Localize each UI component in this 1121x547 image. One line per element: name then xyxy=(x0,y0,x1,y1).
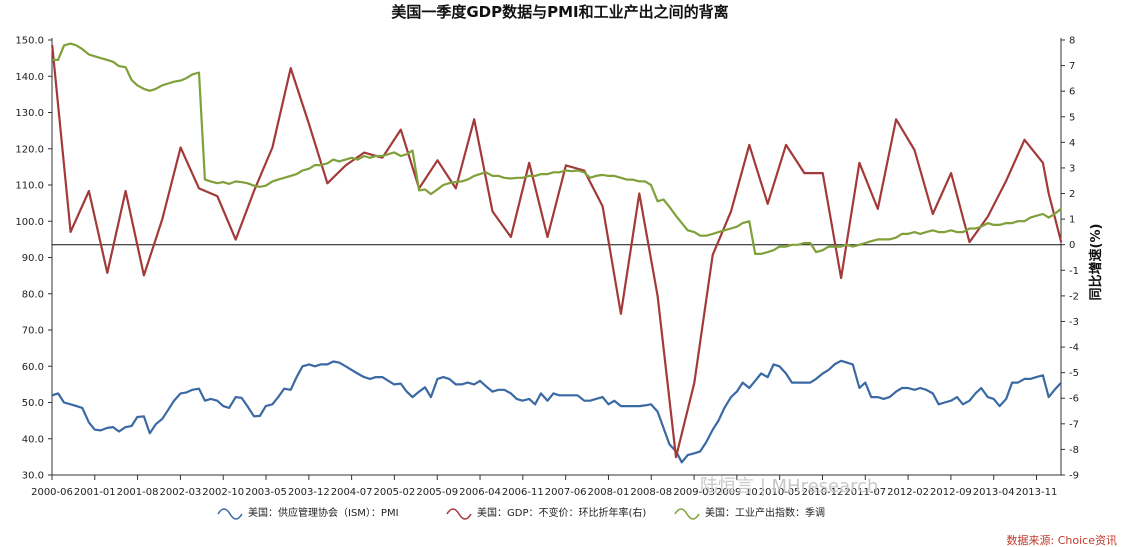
x-tick-label: 2002-10 xyxy=(202,487,244,498)
right-tick-label: -3 xyxy=(1069,317,1079,328)
right-axis-label: 同比增速(%) xyxy=(1088,224,1104,301)
x-tick-label: 2013-04 xyxy=(973,487,1015,498)
right-tick-label: -5 xyxy=(1069,368,1079,379)
right-tick-label: 3 xyxy=(1069,163,1075,174)
x-tick-label: 2010-12 xyxy=(802,487,844,498)
x-tick-label: 2012-02 xyxy=(887,487,929,498)
right-tick-label: -6 xyxy=(1069,394,1079,405)
legend: 美国：供应管理协会（ISM）：PMI 美国：GDP：不变价：环比折年率(右) 美国：… xyxy=(217,506,825,520)
left-tick-label: 50.0 xyxy=(22,398,44,409)
right-tick-label: 2 xyxy=(1069,189,1075,200)
series-line-3 xyxy=(52,42,1062,255)
left-tick-label: 90.0 xyxy=(22,253,44,264)
right-tick-label: -9 xyxy=(1069,471,1079,482)
x-tick-label: 2000-06 xyxy=(31,487,73,498)
left-tick-label: 40.0 xyxy=(22,434,44,445)
right-tick-label: 7 xyxy=(1069,61,1075,72)
legend-swatch xyxy=(217,508,243,520)
left-tick-label: 140.0 xyxy=(15,72,44,83)
series-line-2 xyxy=(51,44,1063,459)
right-tick-label: 1 xyxy=(1069,215,1075,226)
right-tick-label: -7 xyxy=(1069,419,1079,430)
series-group xyxy=(51,42,1063,464)
source-note: 数据来源: Choice资讯 xyxy=(1007,533,1117,547)
x-tick-label: 2001-08 xyxy=(117,487,159,498)
legend-label: 美国：GDP：不变价：环比折年率(右) xyxy=(477,506,646,519)
x-tick-label: 2005-02 xyxy=(374,487,416,498)
x-tick-label: 2009-03 xyxy=(673,487,715,498)
x-tick-label: 2012-09 xyxy=(930,487,972,498)
left-tick-label: 100.0 xyxy=(15,217,44,228)
left-tick-label: 80.0 xyxy=(22,289,44,300)
chart-title: 美国一季度GDP数据与PMI和工业产出之间的背离 xyxy=(391,3,728,21)
right-tick-label: -1 xyxy=(1069,266,1079,277)
left-tick-label: 110.0 xyxy=(15,181,44,192)
plot-frame xyxy=(51,38,1062,476)
left-tick-label: 130.0 xyxy=(15,108,44,119)
left-tick-label: 30.0 xyxy=(22,471,44,482)
right-tick-label: -8 xyxy=(1069,445,1079,456)
right-tick-label: -4 xyxy=(1069,343,1079,354)
right-tick-label: 8 xyxy=(1069,36,1075,47)
right-tick-label: -2 xyxy=(1069,291,1079,302)
legend-label: 美国：供应管理协会（ISM）：PMI xyxy=(248,506,399,519)
left-tick-label: 120.0 xyxy=(15,144,44,155)
series-line-1 xyxy=(51,359,1063,464)
legend-label: 美国：工业产出指数：季调 xyxy=(705,506,825,519)
x-tick-label: 2003-12 xyxy=(288,487,330,498)
x-tick-label: 2007-06 xyxy=(545,487,587,498)
x-tick-label: 2009-10 xyxy=(716,487,758,498)
left-tick-label: 150.0 xyxy=(15,36,44,47)
left-y-axis: 30.0 40.0 50.0 60.0 70.0 80.0 90.0 100.0 110.0 12… xyxy=(15,36,52,482)
x-tick-label: 2008-08 xyxy=(630,487,672,498)
right-tick-label: 5 xyxy=(1069,112,1075,123)
x-axis: 2000-06 2001-01 2001-08 2002-03 2002-10 2003-… xyxy=(31,475,1057,498)
left-tick-label: 70.0 xyxy=(22,326,44,337)
x-tick-label: 2003-05 xyxy=(245,487,287,498)
right-y-axis: -9 -8 -7 -6 -5 -4 -3 -2 -1 0 1 2 3 4 5 6 7 8 xyxy=(1061,36,1079,482)
x-tick-label: 2006-11 xyxy=(502,487,544,498)
x-tick-label: 2001-01 xyxy=(74,487,116,498)
right-tick-label: 0 xyxy=(1069,240,1075,251)
x-tick-label: 2002-03 xyxy=(160,487,202,498)
right-tick-label: 4 xyxy=(1069,138,1075,149)
legend-swatch xyxy=(674,508,700,520)
x-tick-label: 2013-11 xyxy=(1016,487,1058,498)
x-tick-label: 2008-01 xyxy=(588,487,630,498)
x-tick-label: 2006-04 xyxy=(459,487,501,498)
watermark-text: 陆恒言 | MHresearch xyxy=(700,476,878,497)
legend-swatch xyxy=(446,508,472,520)
x-tick-label: 2011-07 xyxy=(844,487,886,498)
x-tick-label: 2004-07 xyxy=(331,487,373,498)
x-tick-label: 2010-05 xyxy=(759,487,801,498)
right-tick-label: 6 xyxy=(1069,87,1075,98)
x-tick-label: 2005-09 xyxy=(416,487,458,498)
left-tick-label: 60.0 xyxy=(22,362,44,373)
